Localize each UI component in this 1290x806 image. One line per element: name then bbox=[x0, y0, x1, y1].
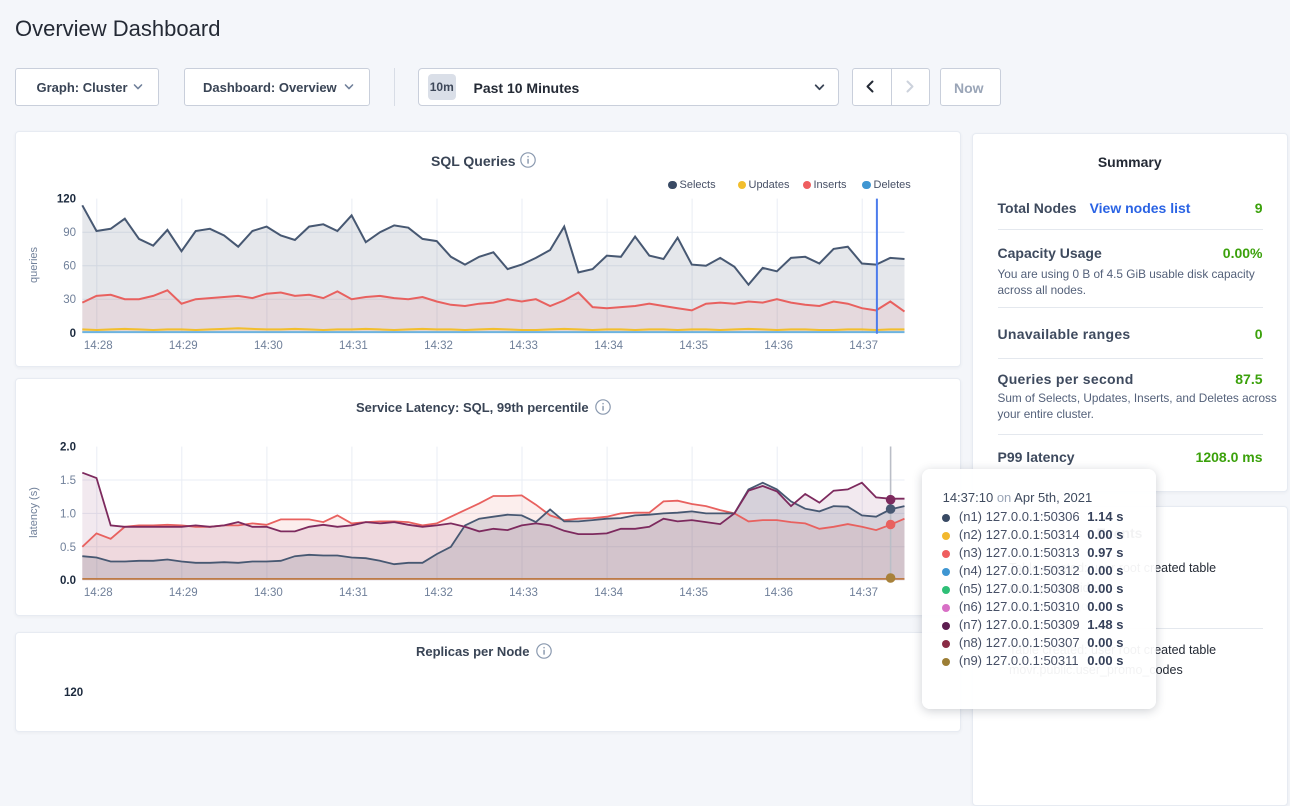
svg-text:90: 90 bbox=[63, 227, 76, 239]
svg-text:120: 120 bbox=[57, 194, 76, 206]
svg-text:14:36: 14:36 bbox=[764, 340, 793, 352]
svg-text:14:31: 14:31 bbox=[339, 587, 368, 599]
svg-text:14:34: 14:34 bbox=[594, 340, 623, 352]
svg-text:14:30: 14:30 bbox=[254, 587, 283, 599]
svg-text:14:32: 14:32 bbox=[424, 587, 453, 599]
svg-text:14:29: 14:29 bbox=[169, 340, 198, 352]
svg-text:14:37: 14:37 bbox=[849, 587, 878, 599]
svg-text:2.0: 2.0 bbox=[60, 441, 76, 453]
svg-text:14:31: 14:31 bbox=[339, 340, 368, 352]
svg-text:14:36: 14:36 bbox=[764, 587, 793, 599]
svg-text:14:33: 14:33 bbox=[509, 587, 538, 599]
svg-text:0.0: 0.0 bbox=[60, 575, 76, 587]
svg-text:14:32: 14:32 bbox=[424, 340, 453, 352]
svg-text:14:29: 14:29 bbox=[169, 587, 198, 599]
svg-text:14:30: 14:30 bbox=[254, 340, 283, 352]
svg-text:0.5: 0.5 bbox=[60, 541, 76, 553]
svg-text:latency (s): latency (s) bbox=[28, 487, 40, 538]
svg-text:60: 60 bbox=[63, 261, 76, 273]
svg-text:14:37: 14:37 bbox=[849, 340, 878, 352]
svg-text:14:34: 14:34 bbox=[594, 587, 623, 599]
svg-text:queries: queries bbox=[28, 246, 40, 283]
svg-text:30: 30 bbox=[63, 294, 76, 306]
svg-text:1.0: 1.0 bbox=[60, 508, 76, 520]
svg-text:14:33: 14:33 bbox=[509, 340, 538, 352]
svg-text:14:28: 14:28 bbox=[84, 587, 113, 599]
svg-text:14:28: 14:28 bbox=[84, 340, 113, 352]
svg-text:14:35: 14:35 bbox=[679, 340, 708, 352]
svg-text:0: 0 bbox=[70, 328, 76, 340]
svg-text:1.5: 1.5 bbox=[60, 475, 76, 487]
svg-text:14:35: 14:35 bbox=[679, 587, 708, 599]
